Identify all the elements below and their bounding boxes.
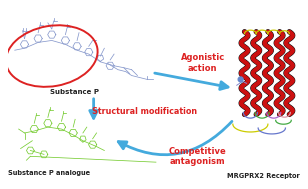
- Text: MRGPRX2 Receptor: MRGPRX2 Receptor: [227, 173, 299, 179]
- Text: Agonistic
action: Agonistic action: [180, 53, 225, 73]
- Circle shape: [238, 77, 243, 82]
- Text: Substance P: Substance P: [50, 89, 99, 95]
- Text: Competitive
antagonism: Competitive antagonism: [169, 147, 227, 166]
- Text: Substance P analogue: Substance P analogue: [8, 170, 90, 176]
- Text: Structural modification: Structural modification: [92, 107, 197, 116]
